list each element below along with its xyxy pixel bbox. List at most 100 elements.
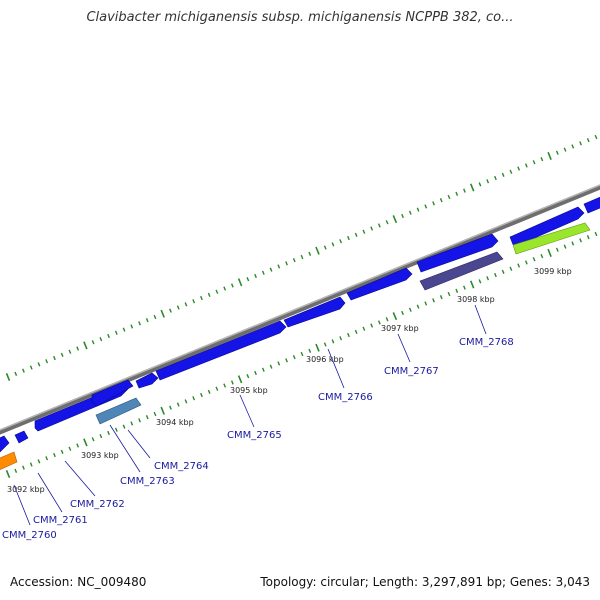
- minor-tick: [439, 198, 443, 203]
- minor-tick: [122, 424, 126, 429]
- minor-tick: [14, 468, 18, 473]
- gene-arrow[interactable]: [346, 267, 413, 301]
- gene-label[interactable]: CMM_2768: [459, 337, 514, 348]
- minor-tick: [22, 368, 25, 373]
- minor-tick: [478, 182, 482, 187]
- minor-tick: [192, 299, 196, 304]
- minor-tick: [416, 304, 420, 309]
- minor-tick: [53, 452, 56, 458]
- gene-label[interactable]: CMM_2767: [384, 366, 439, 377]
- kbp-label: 3093 kbp: [81, 451, 119, 460]
- major-tick: [160, 406, 165, 415]
- minor-tick: [107, 333, 110, 339]
- gene-arrow[interactable]: [135, 372, 159, 389]
- major-tick: [315, 246, 320, 255]
- minor-tick: [215, 386, 219, 391]
- major-tick: [315, 343, 320, 352]
- minor-tick: [532, 257, 536, 262]
- minor-tick: [494, 272, 497, 278]
- minor-tick: [138, 321, 141, 326]
- minor-tick: [447, 291, 451, 297]
- slate-feature[interactable]: [419, 251, 504, 291]
- minor-tick: [494, 175, 497, 181]
- major-tick: [469, 280, 475, 289]
- minor-tick: [401, 213, 404, 219]
- inner-tick-track: [5, 231, 598, 479]
- gene-arrow[interactable]: [416, 233, 499, 273]
- minor-tick: [153, 314, 157, 320]
- minor-tick: [517, 166, 521, 171]
- minor-tick: [416, 207, 420, 212]
- minor-tick: [300, 254, 304, 260]
- gene-labels: CMM_2760 CMM_2761 CMM_2762 CMM_2763 CMM_…: [2, 337, 514, 541]
- kbp-label: 3094 kbp: [156, 418, 194, 427]
- major-tick: [160, 309, 165, 318]
- minor-tick: [53, 355, 56, 361]
- gene-arrow[interactable]: [583, 195, 600, 214]
- gene-label[interactable]: CMM_2765: [227, 430, 282, 441]
- minor-tick: [60, 352, 64, 357]
- minor-tick: [184, 399, 188, 404]
- gene-label[interactable]: CMM_2760: [2, 530, 57, 541]
- minor-tick: [555, 247, 559, 252]
- minor-tick: [207, 292, 211, 297]
- minor-tick: [308, 251, 312, 256]
- minor-tick: [563, 244, 567, 249]
- minor-tick: [99, 337, 103, 342]
- backbone-highlight: [0, 184, 600, 431]
- minor-tick: [524, 163, 528, 168]
- major-tick: [5, 469, 11, 479]
- major-tick: [392, 215, 398, 224]
- gene-label[interactable]: CMM_2762: [70, 499, 125, 510]
- minor-tick: [532, 160, 536, 165]
- major-tick: [469, 183, 475, 192]
- minor-tick: [91, 340, 95, 345]
- major-tick: [83, 341, 88, 350]
- gene-label[interactable]: CMM_2763: [120, 476, 175, 487]
- minor-tick: [200, 295, 203, 301]
- minor-tick: [478, 279, 482, 284]
- minor-tick: [269, 267, 273, 272]
- gene-label[interactable]: CMM_2766: [318, 392, 373, 403]
- minor-tick: [246, 374, 250, 379]
- minor-tick: [130, 324, 134, 329]
- minor-tick: [207, 389, 211, 394]
- kbp-label: 3098 kbp: [457, 295, 495, 304]
- lime-feature[interactable]: [512, 222, 591, 255]
- gene-arrow[interactable]: [283, 296, 346, 328]
- major-tick: [5, 372, 11, 382]
- minor-tick: [292, 355, 296, 360]
- minor-tick: [377, 223, 381, 228]
- minor-tick: [524, 260, 528, 265]
- gene-arrow[interactable]: [0, 435, 10, 453]
- minor-tick: [292, 258, 296, 263]
- minor-tick: [424, 204, 428, 209]
- minor-tick: [486, 276, 490, 281]
- minor-tick: [22, 465, 25, 470]
- minor-tick: [331, 339, 335, 344]
- gene-label[interactable]: CMM_2761: [33, 515, 88, 526]
- gene-arrow[interactable]: [14, 430, 29, 444]
- minor-tick: [555, 150, 559, 155]
- minor-tick: [455, 288, 459, 293]
- minor-tick: [261, 367, 265, 372]
- gene-arrow[interactable]: [155, 320, 287, 381]
- minor-tick: [432, 201, 435, 206]
- minor-tick: [509, 266, 513, 271]
- minor-tick: [223, 286, 227, 291]
- kbp-label: 3092 kbp: [7, 485, 45, 494]
- gene-arrow[interactable]: [91, 379, 134, 407]
- minor-tick: [586, 235, 590, 240]
- minor-tick: [486, 179, 490, 184]
- major-tick: [237, 278, 243, 287]
- minor-tick: [385, 317, 389, 322]
- minor-tick: [540, 157, 544, 162]
- minor-tick: [68, 446, 72, 451]
- minor-tick: [114, 427, 118, 432]
- orange-feature[interactable]: [0, 451, 18, 472]
- steelblue-feature[interactable]: [95, 397, 142, 425]
- minor-tick: [347, 235, 350, 241]
- gene-label[interactable]: CMM_2764: [154, 461, 209, 472]
- minor-tick: [463, 285, 466, 290]
